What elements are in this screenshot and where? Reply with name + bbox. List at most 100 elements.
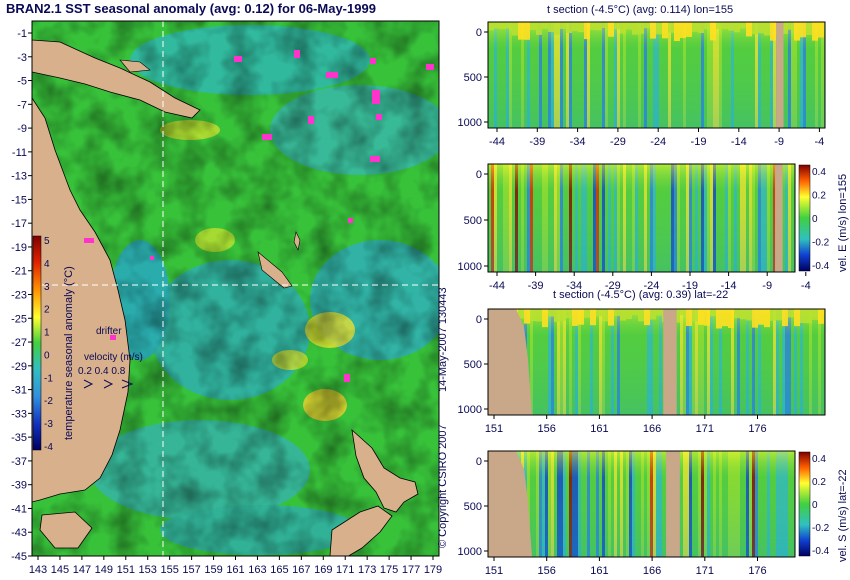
map-y-tick-label: -25 <box>11 313 27 325</box>
surface-warm-layer <box>566 22 572 33</box>
surface-warm-layer <box>656 22 662 35</box>
vel-e-colorbar-ticks: 0.4 0.2 0 -0.2 -0.4 <box>812 167 830 272</box>
land-australia <box>32 97 131 503</box>
surface-warm-layer <box>518 309 524 319</box>
surface-warm-layer <box>656 309 662 316</box>
section-x-tick-label: -24 <box>643 280 659 292</box>
section-land-coast <box>488 451 532 557</box>
surface-warm-layer <box>794 22 800 41</box>
surface-warm-layer <box>638 22 644 34</box>
surface-warm-layer <box>608 309 614 326</box>
temperature-colorbar-tick-label: -3 <box>44 419 53 430</box>
section-x-tick-label: -34 <box>566 280 582 292</box>
section-x-tick-label: -29 <box>610 136 626 148</box>
surface-warm-layer <box>548 22 554 32</box>
section-y-tick-label: 1000 <box>458 404 482 416</box>
velocity-colorbar-tick-label: 0.4 <box>812 454 826 465</box>
map-x-tick-label: 165 <box>270 564 288 576</box>
section-x-tick-label: 166 <box>643 423 661 435</box>
section-land-coast <box>488 309 532 415</box>
section-x-tick-label: 171 <box>696 565 714 577</box>
map-y-tick-label: -11 <box>12 147 27 159</box>
section-land <box>663 309 677 415</box>
map-x-tick-label: 159 <box>204 564 222 576</box>
surface-warm-layer <box>578 22 584 33</box>
temperature-colorbar-tick-label: 4 <box>44 259 50 270</box>
map-x-tick-label: 173 <box>358 564 376 576</box>
section-x-tick-label: -9 <box>762 280 772 292</box>
surface-warm-layer <box>686 309 692 327</box>
surface-warm-layer <box>536 22 542 35</box>
map-x-tick-label: 145 <box>51 564 69 576</box>
map-x-tick-label: 179 <box>424 564 442 576</box>
surface-warm-layer <box>740 309 746 320</box>
map-y-tick-label: -9 <box>17 123 27 135</box>
surface-warm-layer <box>734 22 740 33</box>
velocity-colorbar-tick-label: -0.2 <box>812 523 830 534</box>
surface-warm-layer <box>500 22 506 30</box>
surface-warm-layer <box>734 309 740 319</box>
surface-warm-layer <box>818 309 824 324</box>
surface-warm-layer <box>548 309 554 317</box>
surface-warm-layer <box>770 22 776 41</box>
section-shading <box>488 22 825 128</box>
section-x-tick-label: -44 <box>489 280 505 292</box>
map-y-tick-label: -23 <box>11 290 27 302</box>
surface-warm-layer <box>554 22 560 35</box>
surface-warm-layer <box>602 309 608 322</box>
surface-warm-layer <box>800 309 806 324</box>
surface-warm-layer <box>650 22 656 39</box>
section-x-tick-label: 151 <box>485 565 503 577</box>
section-y-tick-label: 1000 <box>458 117 482 129</box>
surface-warm-layer <box>554 309 560 322</box>
land-new-caledonia <box>257 251 293 289</box>
surface-warm-layer <box>710 309 716 317</box>
temperature-colorbar-tick-label: 2 <box>44 305 50 316</box>
surface-warm-layer <box>752 309 758 328</box>
panel3-title: t section (-4.5°C) (avg: 0.39) lat=-22 <box>553 289 728 301</box>
section-shading <box>488 451 795 557</box>
section-y-tick-label: 500 <box>464 72 482 84</box>
panel-t-section-lon: 0 500 1000 -44 -39 -34 -29 -24 -19 -14 -9 -4 <box>458 21 826 148</box>
surface-warm-layer <box>800 22 806 38</box>
map-y-tick-label: -3 <box>17 52 27 64</box>
map-y-tick-label: -35 <box>11 432 27 444</box>
map-y-tick-label: -45 <box>11 551 27 563</box>
velocity-colorbar-tick-label: -0.4 <box>812 261 830 272</box>
surface-warm-layer <box>812 22 818 41</box>
velocity-colorbar-tick-label: 0.4 <box>812 167 826 178</box>
temperature-colorbar-tick-label: 1 <box>44 328 50 339</box>
section-x-tick-label: 176 <box>748 565 766 577</box>
surface-warm-layer <box>704 309 710 326</box>
surface-warm-layer <box>686 22 692 37</box>
section-x-tick-label: -9 <box>774 136 784 148</box>
surface-warm-layer <box>680 309 686 316</box>
surface-warm-layer <box>512 22 518 36</box>
surface-warm-layer <box>698 22 704 34</box>
velocity-colorbar-tick-label: 0.2 <box>812 191 826 202</box>
section-frame <box>487 308 826 416</box>
map-y-tick-label: -39 <box>11 480 27 492</box>
land-tasmania <box>39 511 93 549</box>
map-x-tick-label: 175 <box>380 564 398 576</box>
surface-warm-layer <box>722 309 728 327</box>
surface-warm-layer <box>716 309 722 329</box>
map-y-tick-label: -21 <box>11 266 27 278</box>
velocity-legend-title: velocity (m/s) <box>84 352 143 363</box>
surface-warm-layer <box>788 22 794 30</box>
section-x-tick-label: -39 <box>528 280 544 292</box>
section-y-tick-label: 0 <box>476 314 482 326</box>
map-x-axis: 143 145 147 149 151 153 155 157 159 161 163 165 167 1… <box>29 556 442 576</box>
section-y-tick-label: 0 <box>476 169 482 181</box>
surface-warm-layer <box>770 309 776 321</box>
vel-e-colorbar <box>798 164 811 272</box>
surface-warm-layer <box>782 309 788 327</box>
surface-warm-layer <box>596 309 602 317</box>
section-x-tick-label: -34 <box>570 136 586 148</box>
section-x-tick-label: 171 <box>696 423 714 435</box>
map-plot <box>32 21 439 556</box>
section-y-tick-label: 1000 <box>458 261 482 273</box>
section-x-tick-label: 151 <box>485 423 503 435</box>
velocity-colorbar-tick-label: -0.4 <box>812 546 830 557</box>
